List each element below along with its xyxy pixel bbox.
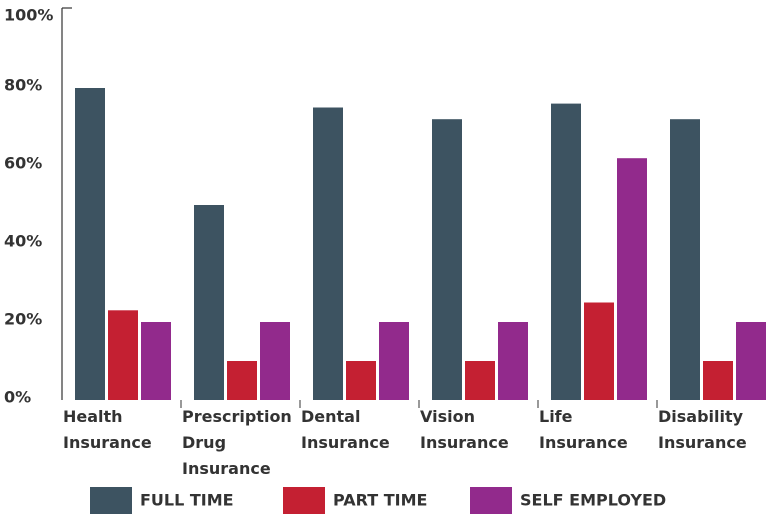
x-tick-label: Prescription Drug Insurance (182, 407, 292, 478)
bar (313, 107, 343, 400)
bar (670, 119, 700, 400)
y-tick-label: 100% (4, 6, 53, 25)
bar (703, 361, 733, 400)
y-tick-label: 20% (4, 310, 42, 329)
bar (346, 361, 376, 400)
bar (379, 322, 409, 400)
bar (108, 310, 138, 400)
legend-swatch (90, 487, 132, 514)
x-tick-label: Life Insurance (539, 407, 628, 452)
bar (141, 322, 171, 400)
legend-swatch (470, 487, 512, 514)
x-tick-label: Health Insurance (63, 407, 152, 452)
y-tick-label: 0% (4, 388, 31, 407)
bar (227, 361, 257, 400)
bar (194, 205, 224, 400)
y-tick-label: 40% (4, 232, 42, 251)
legend-label: SELF EMPLOYED (520, 491, 666, 510)
bar (736, 322, 766, 400)
bar (551, 103, 581, 400)
bar (498, 322, 528, 400)
bar (584, 302, 614, 400)
bar (617, 158, 647, 400)
y-tick-label: 80% (4, 76, 42, 95)
x-tick-label: Disability Insurance (658, 407, 747, 452)
x-tick-label: Vision Insurance (420, 407, 509, 452)
legend-swatch (283, 487, 325, 514)
bar (260, 322, 290, 400)
bar (75, 88, 105, 400)
bar (432, 119, 462, 400)
bar (465, 361, 495, 400)
x-tick-label: Dental Insurance (301, 407, 390, 452)
legend-label: PART TIME (333, 491, 427, 510)
legend-label: FULL TIME (140, 491, 234, 510)
y-tick-label: 60% (4, 154, 42, 173)
